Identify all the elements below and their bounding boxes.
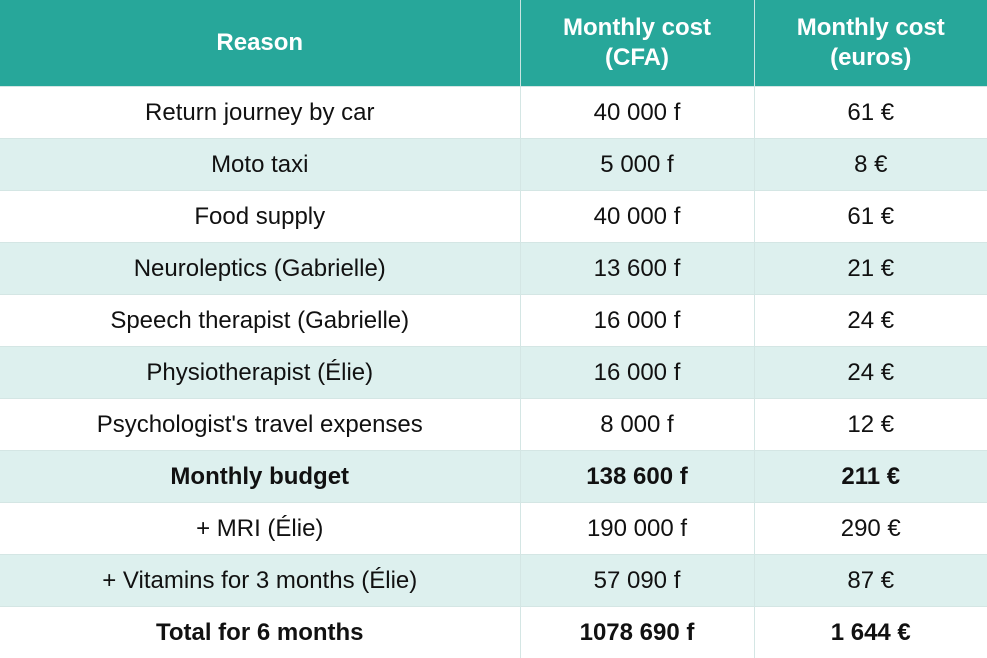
cell-reason: Neuroleptics (Gabrielle) bbox=[0, 242, 521, 295]
total-row: Total for 6 months 1078 690 f 1 644 € bbox=[0, 606, 987, 658]
cell-cfa: 190 000 f bbox=[520, 502, 755, 555]
cell-euros: 21 € bbox=[754, 242, 987, 295]
table-body: Return journey by car 40 000 f 61 € Moto… bbox=[0, 86, 987, 658]
cell-cfa: 1078 690 f bbox=[520, 606, 755, 658]
cell-euros: 290 € bbox=[754, 502, 987, 555]
cell-reason: Total for 6 months bbox=[0, 606, 521, 658]
table-row: + MRI (Élie) 190 000 f 290 € bbox=[0, 502, 987, 555]
cell-reason: + Vitamins for 3 months (Élie) bbox=[0, 554, 521, 607]
table-row: + Vitamins for 3 months (Élie) 57 090 f … bbox=[0, 554, 987, 607]
header-monthly-cost-euros: Monthly cost (euros) bbox=[754, 0, 987, 87]
cell-reason: Speech therapist (Gabrielle) bbox=[0, 294, 521, 347]
cell-euros: 1 644 € bbox=[754, 606, 987, 658]
cell-reason: Psychologist's travel expenses bbox=[0, 398, 521, 451]
cell-cfa: 16 000 f bbox=[520, 294, 755, 347]
table-row: Return journey by car 40 000 f 61 € bbox=[0, 86, 987, 139]
cell-reason: Moto taxi bbox=[0, 138, 521, 191]
cell-euros: 24 € bbox=[754, 294, 987, 347]
cell-cfa: 16 000 f bbox=[520, 346, 755, 399]
table-row: Physiotherapist (Élie) 16 000 f 24 € bbox=[0, 346, 987, 399]
cell-euros: 61 € bbox=[754, 190, 987, 243]
cell-cfa: 40 000 f bbox=[520, 86, 755, 139]
cell-cfa: 138 600 f bbox=[520, 450, 755, 503]
cell-euros: 211 € bbox=[754, 450, 987, 503]
cell-cfa: 57 090 f bbox=[520, 554, 755, 607]
cell-cfa: 5 000 f bbox=[520, 138, 755, 191]
table-row: Speech therapist (Gabrielle) 16 000 f 24… bbox=[0, 294, 987, 347]
cell-reason: + MRI (Élie) bbox=[0, 502, 521, 555]
header-monthly-cost-cfa: Monthly cost (CFA) bbox=[520, 0, 755, 87]
cell-reason: Return journey by car bbox=[0, 86, 521, 139]
header-reason: Reason bbox=[0, 0, 521, 87]
cell-reason: Monthly budget bbox=[0, 450, 521, 503]
cell-euros: 87 € bbox=[754, 554, 987, 607]
cell-reason: Physiotherapist (Élie) bbox=[0, 346, 521, 399]
cell-euros: 24 € bbox=[754, 346, 987, 399]
table-row: Psychologist's travel expenses 8 000 f 1… bbox=[0, 398, 987, 451]
cell-euros: 8 € bbox=[754, 138, 987, 191]
cell-euros: 12 € bbox=[754, 398, 987, 451]
subtotal-row: Monthly budget 138 600 f 211 € bbox=[0, 450, 987, 503]
cell-cfa: 40 000 f bbox=[520, 190, 755, 243]
table-row: Food supply 40 000 f 61 € bbox=[0, 190, 987, 243]
table-row: Moto taxi 5 000 f 8 € bbox=[0, 138, 987, 191]
table-header: Reason Monthly cost (CFA) Monthly cost (… bbox=[0, 0, 987, 87]
table-row: Neuroleptics (Gabrielle) 13 600 f 21 € bbox=[0, 242, 987, 295]
header-row: Reason Monthly cost (CFA) Monthly cost (… bbox=[0, 0, 987, 87]
cell-reason: Food supply bbox=[0, 190, 521, 243]
cell-cfa: 13 600 f bbox=[520, 242, 755, 295]
cell-euros: 61 € bbox=[754, 86, 987, 139]
cell-cfa: 8 000 f bbox=[520, 398, 755, 451]
